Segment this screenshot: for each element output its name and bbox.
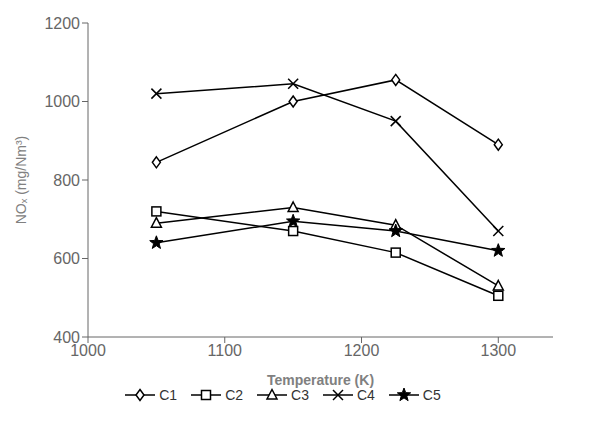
svg-text:Temperature (K): Temperature (K): [267, 372, 374, 388]
svg-text:1200: 1200: [344, 342, 380, 359]
html-text:C3: C3: [291, 387, 309, 403]
svg-text:600: 600: [53, 250, 80, 267]
svg-text:1000: 1000: [70, 342, 106, 360]
svg-text:1000: 1000: [44, 93, 80, 110]
svg-text:1100: 1100: [208, 342, 243, 359]
html-text:C2: C2: [225, 387, 243, 403]
svg-text:800: 800: [53, 172, 80, 189]
svg-text:1200: 1200: [44, 15, 80, 32]
svg-text:400: 400: [53, 329, 80, 346]
html-text:C4: C4: [357, 387, 375, 403]
svg-text:1300: 1300: [480, 342, 516, 359]
svg-text:NOₓ (mg/Nm³): NOₓ (mg/Nm³): [13, 136, 29, 225]
html-text:C5: C5: [422, 387, 441, 403]
html-text:C1: C1: [159, 387, 178, 403]
